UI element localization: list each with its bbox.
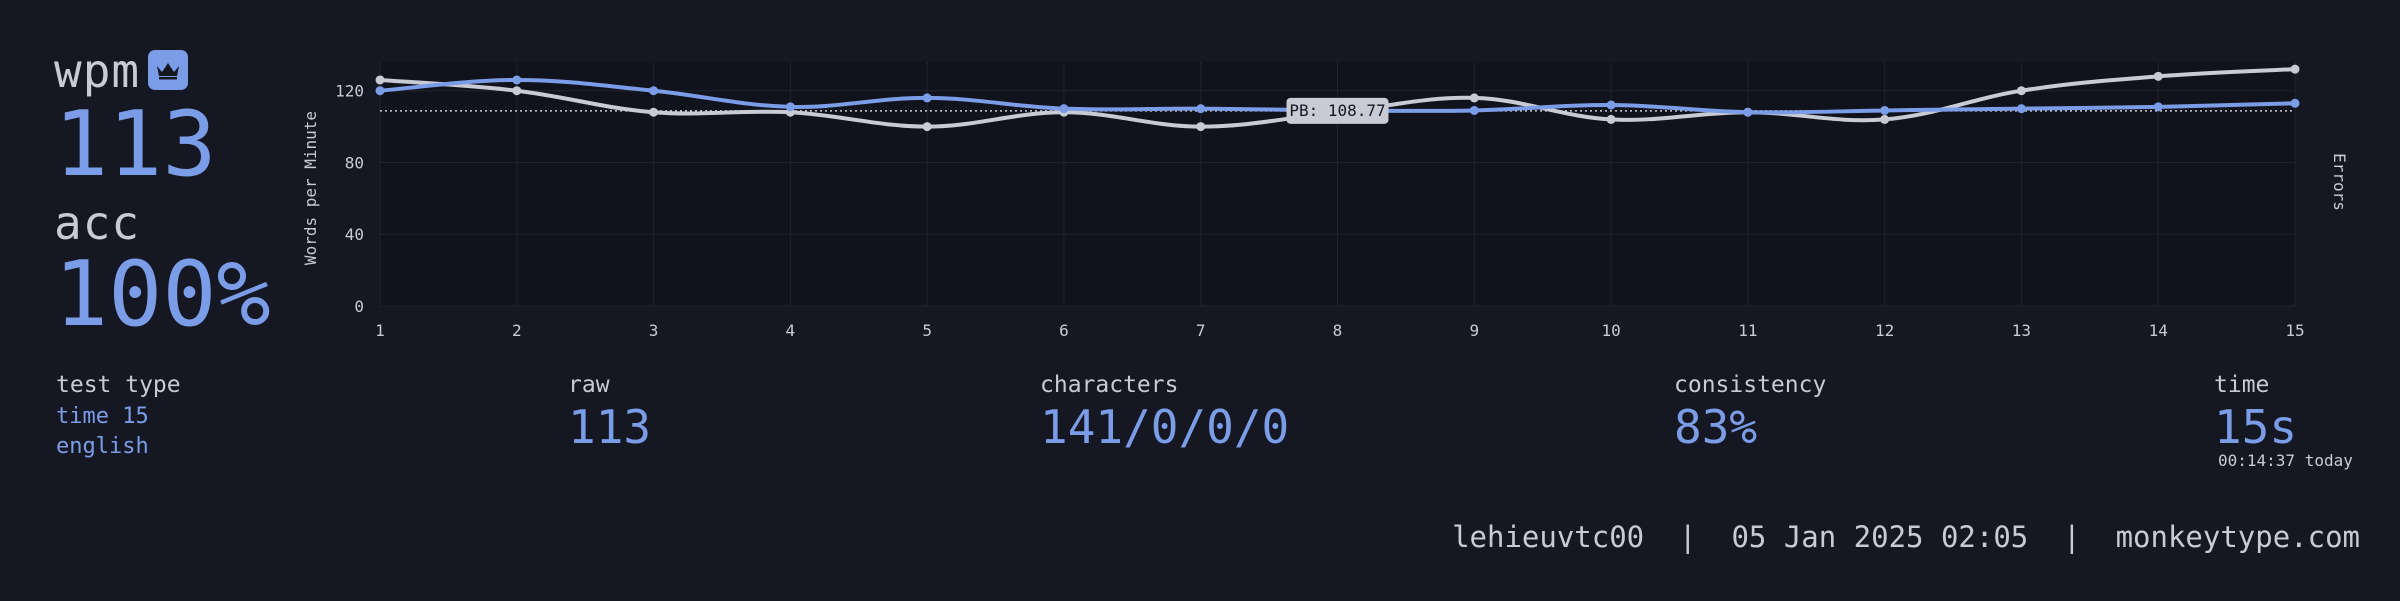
wpm-value: 113 xyxy=(54,92,217,197)
wpm-point xyxy=(1196,104,1206,114)
footer-separator: | xyxy=(2063,520,2081,554)
crown-icon xyxy=(157,63,179,80)
test-type-label: test type xyxy=(56,372,181,398)
x-tick-label: 13 xyxy=(2012,321,2031,340)
raw-point xyxy=(1880,114,1890,124)
consistency-label: consistency xyxy=(1674,372,1827,398)
raw-point xyxy=(1196,122,1206,132)
x-tick-label: 5 xyxy=(922,321,932,340)
acc-label: acc xyxy=(54,196,141,250)
x-tick-label: 11 xyxy=(1738,321,1757,340)
raw-point xyxy=(512,86,522,96)
footer-site: monkeytype.com xyxy=(2115,520,2360,554)
footer-date: 05 Jan 2025 02:05 xyxy=(1731,520,2029,554)
wpm-label: wpm xyxy=(54,44,141,98)
x-tick-label: 1 xyxy=(375,321,385,340)
raw-point xyxy=(2016,86,2026,96)
raw-point xyxy=(649,107,659,117)
y2-axis-title: Errors xyxy=(2330,153,2349,211)
x-tick-label: 6 xyxy=(1059,321,1069,340)
x-tick-label: 2 xyxy=(512,321,522,340)
characters-value: 141/0/0/0 xyxy=(1040,400,1290,454)
footer-separator: | xyxy=(1679,520,1697,554)
y-axis-title: Words per Minute xyxy=(301,111,320,265)
wpm-point xyxy=(1059,104,1069,114)
wpm-point xyxy=(2016,104,2026,114)
wpm-point xyxy=(785,102,795,112)
raw-point xyxy=(2290,64,2300,74)
test-type-language: english xyxy=(56,434,149,459)
characters-label: characters xyxy=(1040,372,1179,398)
wpm-point xyxy=(1606,100,1616,110)
x-tick-label: 7 xyxy=(1196,321,1206,340)
wpm-point xyxy=(1880,105,1890,115)
raw-point xyxy=(1469,93,1479,103)
consistency-value: 83% xyxy=(1674,400,1758,454)
raw-point xyxy=(2153,71,2163,81)
x-tick-label: 15 xyxy=(2285,321,2304,340)
pb-label: PB: 108.77 xyxy=(1289,101,1385,120)
x-tick-label: 9 xyxy=(1469,321,1479,340)
wpm-point xyxy=(649,86,659,96)
raw-value: 113 xyxy=(568,400,652,454)
x-tick-label: 12 xyxy=(1875,321,1894,340)
wpm-point xyxy=(2290,98,2300,108)
raw-point xyxy=(1606,114,1616,124)
personal-best-badge xyxy=(148,50,188,90)
wpm-point xyxy=(922,93,932,103)
x-tick-label: 3 xyxy=(649,321,659,340)
x-tick-label: 10 xyxy=(1601,321,1620,340)
wpm-point xyxy=(2153,102,2163,112)
wpm-point xyxy=(1743,107,1753,117)
x-tick-label: 4 xyxy=(786,321,796,340)
acc-value: 100% xyxy=(54,242,271,347)
x-tick-label: 14 xyxy=(2149,321,2168,340)
raw-point xyxy=(922,122,932,132)
pb-label-box xyxy=(1286,97,1389,124)
time-note: 00:14:37 today xyxy=(2218,451,2353,470)
wpm-point xyxy=(375,86,385,96)
time-value: 15s xyxy=(2214,400,2298,454)
footer-username: lehieuvtc00 xyxy=(1452,520,1645,554)
test-type-mode: time 15 xyxy=(56,404,149,429)
raw-label: raw xyxy=(568,372,610,398)
result-footer: lehieuvtc00 | 05 Jan 2025 02:05 | monkey… xyxy=(1452,520,2360,554)
y-tick-label: 120 xyxy=(335,82,364,101)
y-tick-label: 0 xyxy=(354,297,364,316)
x-tick-label: 8 xyxy=(1333,321,1343,340)
wpm-point xyxy=(512,75,522,85)
y-tick-label: 40 xyxy=(345,225,364,244)
y-tick-label: 80 xyxy=(345,153,364,172)
time-label: time xyxy=(2214,372,2270,398)
raw-point xyxy=(375,75,385,85)
wpm-point xyxy=(1469,105,1479,115)
